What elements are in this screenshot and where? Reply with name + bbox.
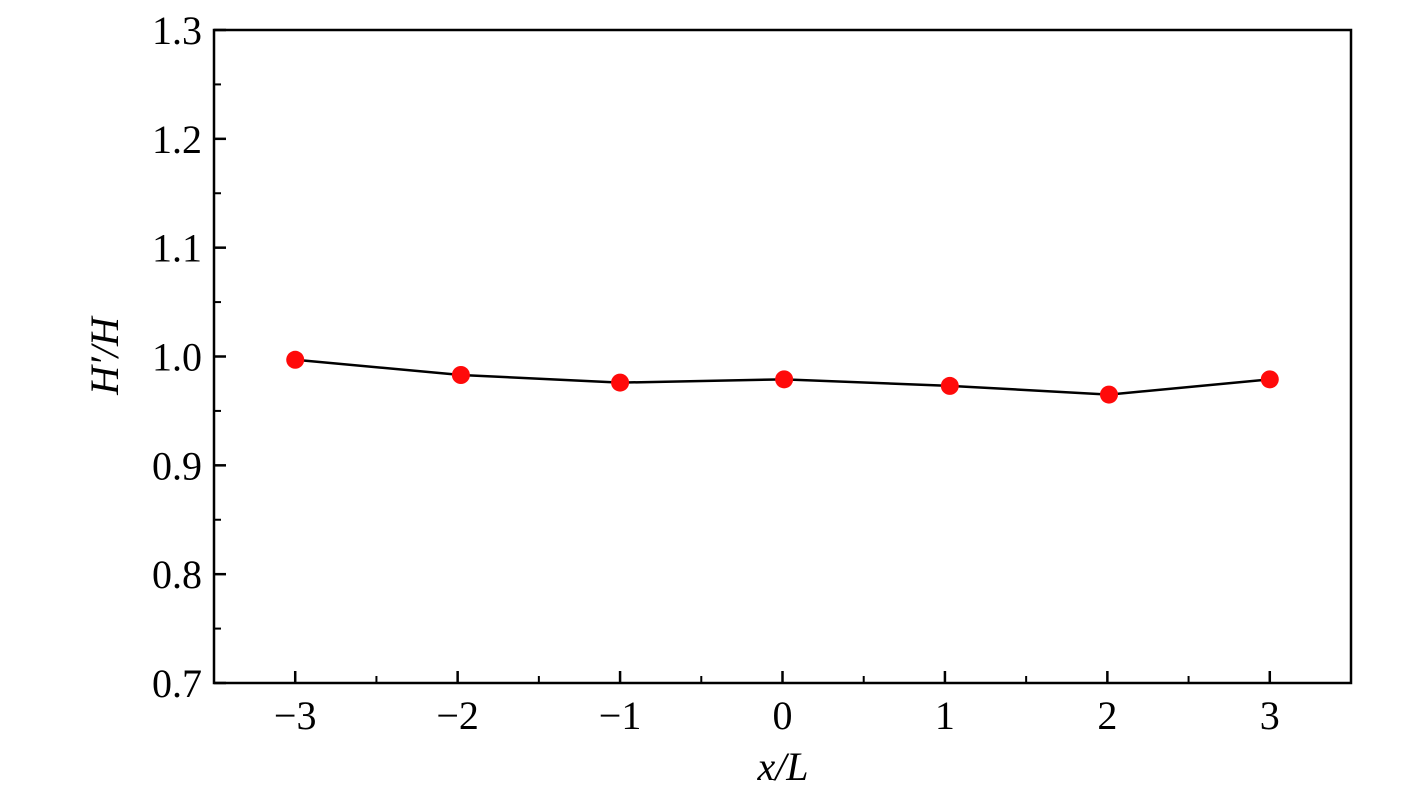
x-axis-label: x/L [756, 744, 808, 789]
x-tick-label: 0 [773, 693, 793, 738]
data-point [775, 370, 794, 389]
y-tick-label: 1.2 [152, 117, 202, 162]
data-point [286, 350, 305, 369]
y-axis-label: H′/H [82, 315, 127, 396]
x-tick-label: −1 [599, 693, 642, 738]
y-tick-label: 0.8 [152, 552, 202, 597]
data-point [451, 366, 470, 385]
data-point [1260, 370, 1279, 389]
data-point [940, 376, 959, 395]
y-tick-label: 1.3 [152, 8, 202, 53]
x-tick-label: 2 [1097, 693, 1117, 738]
data-point [1099, 385, 1118, 404]
x-tick-label: 3 [1260, 693, 1280, 738]
y-tick-label: 0.9 [152, 443, 202, 488]
y-tick-label: 1.1 [152, 226, 202, 271]
y-tick-label: 1.0 [152, 335, 202, 380]
x-tick-label: −3 [274, 693, 317, 738]
x-tick-label: 1 [935, 693, 955, 738]
y-tick-label: 0.7 [152, 661, 202, 706]
data-point [611, 373, 630, 392]
x-tick-label: −2 [436, 693, 479, 738]
plot-frame [212, 28, 1353, 685]
